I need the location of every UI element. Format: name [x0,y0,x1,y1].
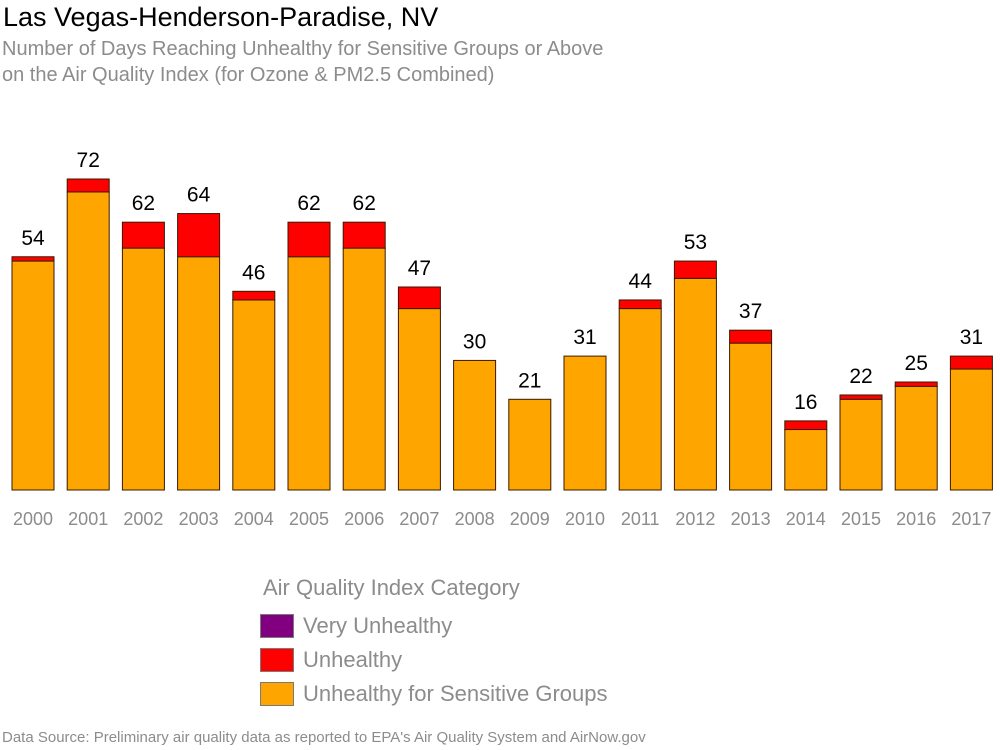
x-tick-label-2014: 2014 [786,509,826,529]
data-label-2010: 31 [573,326,596,349]
x-tick-label-2013: 2013 [731,509,771,529]
bar-unhealthy-for-sensitive-groups-2000 [11,260,55,491]
x-tick-label-2004: 2004 [234,509,274,529]
bar-unhealthy-2012 [673,260,717,279]
bar-chart: 54 2000 72 2001 62 2002 64 2003 46 2004 62 2005 62 20… [11,149,993,529]
bar-unhealthy-for-sensitive-groups-2015 [839,398,883,491]
data-label-2016: 25 [905,352,928,375]
data-label-2003: 64 [187,184,211,207]
x-tick-label-2011: 2011 [621,509,660,529]
data-label-2001: 72 [77,149,100,172]
legend-swatch-unhealthy [260,648,294,672]
data-label-2008: 30 [463,330,486,353]
bar-unhealthy-2013 [729,329,773,344]
legend-label-unhealthy: Unhealthy [303,647,403,672]
x-tick-label-2016: 2016 [896,509,936,529]
x-tick-label-2000: 2000 [13,509,53,529]
legend-item-very-unhealthy: Very Unhealthy [260,609,608,643]
x-tick-label-2015: 2015 [841,509,881,529]
x-tick-label-2002: 2002 [123,509,163,529]
bar-unhealthy-2002 [121,221,165,249]
data-label-2017: 31 [960,326,983,349]
data-source-note: Data Source: Preliminary air quality dat… [2,729,646,746]
chart-subtitle: Number of Days Reaching Unhealthy for Se… [2,36,603,88]
bar-unhealthy-for-sensitive-groups-2013 [729,342,773,491]
bar-unhealthy-for-sensitive-groups-2002 [121,247,165,491]
subtitle-line-2: on the Air Quality Index (for Ozone & PM… [2,64,495,86]
legend-title: Air Quality Index Category [263,575,520,600]
legend-item-usg: Unhealthy for Sensitive Groups [260,677,608,711]
bar-unhealthy-2007 [397,286,441,310]
bar-unhealthy-2001 [66,178,110,193]
legend-swatch-very-unhealthy [260,614,294,638]
x-tick-label-2005: 2005 [289,509,329,529]
x-tick-label-2006: 2006 [344,509,384,529]
bar-unhealthy-2004 [232,290,276,301]
bar-unhealthy-for-sensitive-groups-2012 [673,277,717,491]
bar-unhealthy-2005 [287,221,331,258]
bar-unhealthy-for-sensitive-groups-2007 [397,308,441,491]
x-tick-label-2001: 2001 [68,509,108,529]
x-tick-label-2007: 2007 [399,509,439,529]
data-label-2012: 53 [684,231,707,254]
data-label-2013: 37 [739,300,762,323]
legend: Air Quality Index Category Very Unhealth… [260,575,608,711]
x-tick-label-2010: 2010 [565,509,605,529]
bar-unhealthy-for-sensitive-groups-2009 [508,398,552,491]
bar-unhealthy-2014 [784,420,828,431]
x-tick-label-2008: 2008 [455,509,495,529]
bar-unhealthy-2006 [342,221,386,249]
legend-label-very-unhealthy: Very Unhealthy [303,613,453,638]
x-tick-label-2017: 2017 [951,509,991,529]
data-label-2006: 62 [353,192,376,215]
data-label-2014: 16 [794,391,817,414]
bar-unhealthy-2000 [11,256,55,262]
data-label-2015: 22 [849,365,872,388]
bar-unhealthy-2003 [177,213,221,258]
bar-unhealthy-for-sensitive-groups-2017 [949,368,993,491]
x-tick-label-2012: 2012 [675,509,715,529]
data-label-2002: 62 [132,192,155,215]
legend-item-unhealthy: Unhealthy [260,643,608,677]
bar-unhealthy-for-sensitive-groups-2011 [618,308,662,491]
bar-unhealthy-2017 [949,355,993,370]
bar-unhealthy-for-sensitive-groups-2003 [177,256,221,491]
bar-unhealthy-2016 [894,381,938,387]
bar-unhealthy-2015 [839,394,883,400]
bar-unhealthy-2011 [618,299,662,310]
data-label-2007: 47 [408,257,431,280]
data-label-2011: 44 [629,270,653,293]
legend-swatch-usg [260,682,294,706]
bar-unhealthy-for-sensitive-groups-2008 [453,359,497,491]
x-tick-label-2009: 2009 [510,509,550,529]
chart-title: Las Vegas-Henderson-Paradise, NV [3,2,439,32]
bar-unhealthy-for-sensitive-groups-2010 [563,355,607,491]
subtitle-line-1: Number of Days Reaching Unhealthy for Se… [2,38,604,60]
data-label-2009: 21 [518,369,541,392]
legend-label-usg: Unhealthy for Sensitive Groups [303,681,608,706]
data-label-2005: 62 [297,192,320,215]
bar-unhealthy-for-sensitive-groups-2001 [66,191,110,491]
bar-unhealthy-for-sensitive-groups-2014 [784,429,828,491]
bar-unhealthy-for-sensitive-groups-2005 [287,256,331,491]
x-tick-label-2003: 2003 [179,509,219,529]
bar-unhealthy-for-sensitive-groups-2016 [894,385,938,491]
bar-unhealthy-for-sensitive-groups-2004 [232,299,276,491]
data-label-2004: 46 [242,261,265,284]
bar-unhealthy-for-sensitive-groups-2006 [342,247,386,491]
data-label-2000: 54 [21,227,45,250]
